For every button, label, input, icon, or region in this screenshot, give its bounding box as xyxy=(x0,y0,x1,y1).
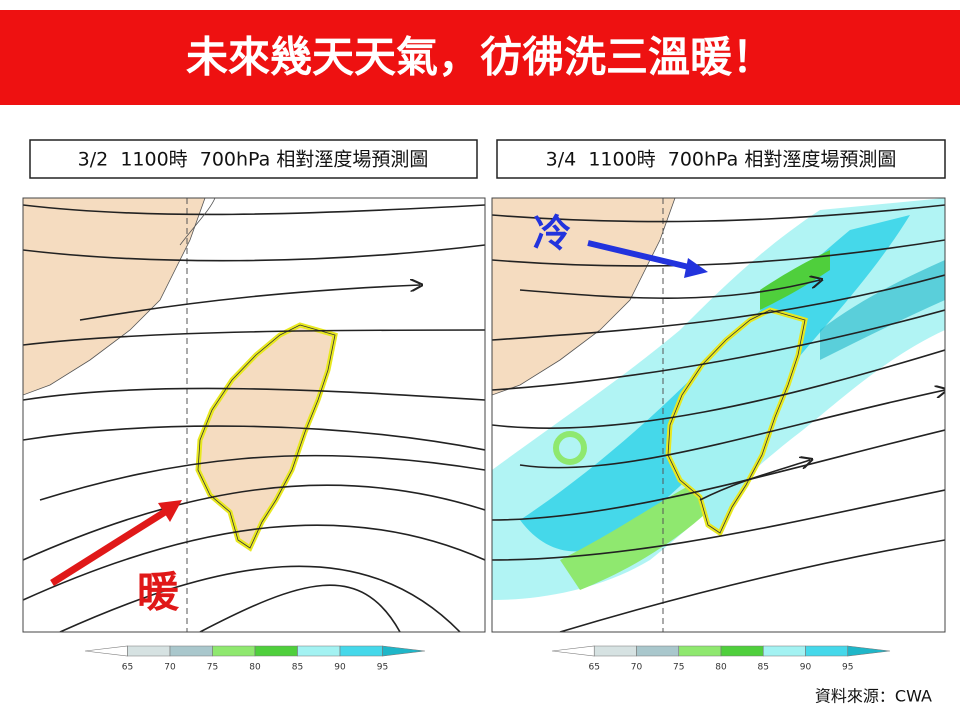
colorbar-swatch xyxy=(847,645,891,657)
cold-arrow-head xyxy=(684,258,708,278)
colorbar-tick-label: 90 xyxy=(334,663,346,673)
colorbar-tick-label: 70 xyxy=(164,663,176,673)
colorbar-tick-label: 85 xyxy=(758,663,769,673)
colorbar-swatch xyxy=(254,645,298,657)
colorbar-swatch xyxy=(297,645,341,657)
warm-arrow xyxy=(50,507,170,586)
colorbar-swatch xyxy=(636,645,680,657)
annotation-warm: 暖 xyxy=(137,568,180,617)
colorbar-tick-label: 75 xyxy=(207,663,218,673)
colorbar-tick-label: 75 xyxy=(673,663,684,673)
map-frame xyxy=(491,197,946,633)
annotation-cold: 冷 xyxy=(533,212,571,256)
label-box xyxy=(29,139,478,179)
colorbar-swatch xyxy=(551,645,595,657)
colorbar-tick-label: 95 xyxy=(842,663,853,673)
colorbar-swatch xyxy=(84,645,128,657)
colorbar-swatch xyxy=(382,645,426,657)
colorbar-tick-label: 80 xyxy=(715,663,727,673)
label-box xyxy=(496,139,946,179)
colorbar-swatch xyxy=(678,645,722,657)
colorbar-swatch xyxy=(127,645,171,657)
colorbar-tick-label: 65 xyxy=(589,663,600,673)
source: 資料來源：CWA xyxy=(815,687,932,706)
colorbar: 65 70 75 80 85 90 95 xyxy=(551,645,891,673)
colorbar: 65 70 75 80 85 90 95 xyxy=(84,645,426,673)
colorbar-tick-label: 65 xyxy=(122,663,133,673)
cold-arrow xyxy=(587,240,694,271)
colorbar-tick-label: 70 xyxy=(631,663,643,673)
panel-label: 3/4 1100時 700hPa 相對溼度場預測圖 xyxy=(546,149,897,171)
colorbar-swatch xyxy=(339,645,383,657)
colorbar-tick-label: 85 xyxy=(292,663,303,673)
colorbar-tick-label: 95 xyxy=(377,663,388,673)
map-right xyxy=(492,198,945,632)
header-band xyxy=(0,10,960,105)
colorbar-swatch xyxy=(720,645,764,657)
colorbar-tick-label: 80 xyxy=(249,663,261,673)
panel-label: 3/2 1100時 700hPa 相對溼度場預測圖 xyxy=(78,149,429,171)
colorbar-tick-label: 90 xyxy=(800,663,812,673)
map-frame xyxy=(22,197,486,633)
colorbar-swatch xyxy=(212,645,256,657)
colorbar-swatch xyxy=(169,645,213,657)
colorbar-swatch xyxy=(762,645,806,657)
colorbar-swatch xyxy=(593,645,637,657)
title: 未來幾天天氣，彷彿洗三溫暖！ xyxy=(186,33,774,82)
map-left xyxy=(23,198,485,632)
colorbar-swatch xyxy=(805,645,849,657)
warm-arrow-head xyxy=(158,500,182,522)
